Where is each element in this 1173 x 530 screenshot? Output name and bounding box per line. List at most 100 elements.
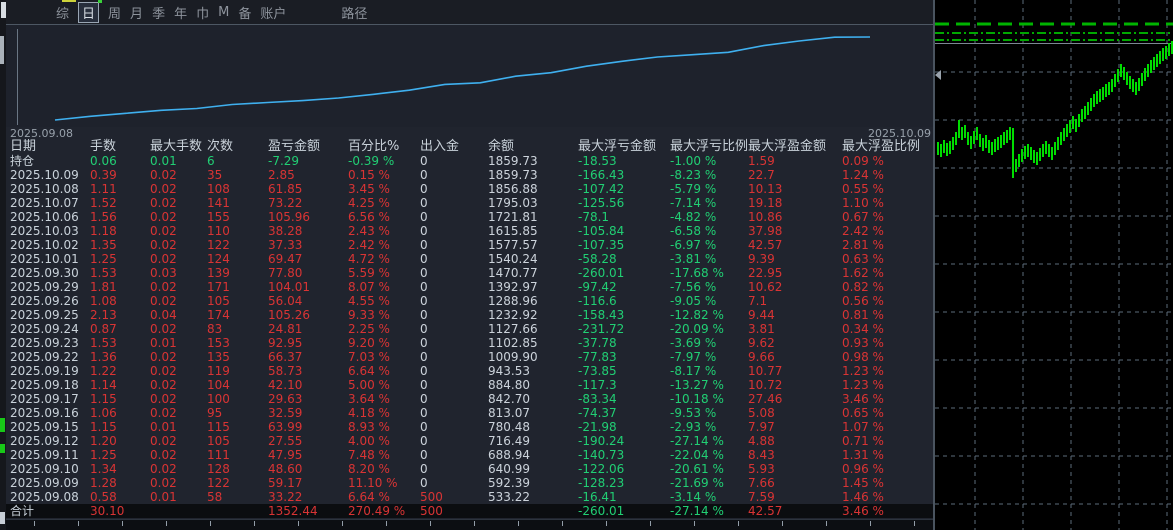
table-row[interactable]: 2025.09.16 1.06 0.02 95 32.59 4.18 % 0 813.07 -7… bbox=[6, 406, 933, 420]
cell: 3.46 % bbox=[842, 392, 884, 406]
cell: 0 bbox=[420, 154, 428, 168]
menu-item-10[interactable]: 路径 bbox=[341, 6, 368, 22]
cell: 0.02 bbox=[150, 364, 177, 378]
table-row[interactable]: 2025.09.11 1.25 0.02 111 47.95 7.48 % 0 688.94 -… bbox=[6, 448, 933, 462]
table-row[interactable]: 2025.10.07 1.52 0.02 141 73.22 4.25 % 0 1795.03… bbox=[6, 196, 933, 210]
cell: 2025.09.16 bbox=[10, 406, 79, 420]
cell: 1.35 bbox=[90, 238, 117, 252]
table-row[interactable]: 2025.09.09 1.28 0.02 122 59.17 11.10 % 0 592.39… bbox=[6, 476, 933, 490]
cell: 0 bbox=[420, 322, 428, 336]
table-row[interactable]: 2025.10.02 1.35 0.02 122 37.33 2.42 % 0 1577.57… bbox=[6, 238, 933, 252]
cell: 0.01 bbox=[150, 336, 177, 350]
cell: 4.18 % bbox=[348, 406, 390, 420]
table-row[interactable]: 2025.09.29 1.81 0.02 171 104.01 8.07 % 0 1392.9… bbox=[6, 280, 933, 294]
cell: 0.58 bbox=[90, 490, 117, 504]
menu-item-7[interactable]: M bbox=[218, 4, 230, 20]
cell: 153 bbox=[207, 336, 230, 350]
table-row[interactable]: 2025.10.08 1.11 0.02 108 61.85 3.45 % 0 1856.88… bbox=[6, 182, 933, 196]
table-row-position[interactable]: 持仓 0.06 0.01 6 -7.29 -0.39 % 0 1859.73 -18.53 -1.… bbox=[6, 154, 933, 168]
table-row[interactable]: 2025.10.03 1.18 0.02 110 38.28 2.43 % 0 1615.85… bbox=[6, 224, 933, 238]
column-header: 最大手数 bbox=[150, 139, 203, 154]
cell: 32.59 bbox=[268, 406, 303, 420]
table-row[interactable]: 2025.09.23 1.53 0.01 153 92.95 9.20 % 0 1102.85… bbox=[6, 336, 933, 350]
cell: 24.81 bbox=[268, 322, 303, 336]
table-row[interactable]: 2025.09.25 2.13 0.04 174 105.26 9.33 % 0 1232.9… bbox=[6, 308, 933, 322]
cell: 2025.09.15 bbox=[10, 420, 79, 434]
bottom-ruler bbox=[6, 519, 933, 530]
cell: 0.82 % bbox=[842, 280, 884, 294]
table-row[interactable]: 2025.09.17 1.15 0.02 100 29.63 3.64 % 0 842.70 -… bbox=[6, 392, 933, 406]
cell: 0.02 bbox=[150, 280, 177, 294]
cell: 0 bbox=[420, 168, 428, 182]
cell: 2025.10.08 bbox=[10, 182, 79, 196]
cell: 119 bbox=[207, 364, 230, 378]
cell: 30.10 bbox=[90, 504, 125, 518]
cell: 135 bbox=[207, 350, 230, 364]
background-window-edge bbox=[0, 0, 6, 530]
table-row[interactable]: 2025.09.15 1.15 0.01 115 63.99 8.93 % 0 780.48 -… bbox=[6, 420, 933, 434]
menu-item-0[interactable]: 综 bbox=[56, 6, 70, 22]
cell: 2025.09.23 bbox=[10, 336, 79, 350]
cell: 5.08 bbox=[748, 406, 775, 420]
table-row[interactable]: 2025.09.24 0.87 0.02 83 24.81 2.25 % 0 1127.66 -… bbox=[6, 322, 933, 336]
cell: -6.97 % bbox=[670, 238, 717, 252]
cell: -74.37 bbox=[578, 406, 617, 420]
menu-item-8[interactable]: 备 bbox=[238, 6, 252, 22]
cell: 0 bbox=[420, 364, 428, 378]
cell: -9.05 % bbox=[670, 294, 717, 308]
cell: 533.22 bbox=[488, 490, 530, 504]
cell: -3.69 % bbox=[670, 336, 717, 350]
cell: 0 bbox=[420, 308, 428, 322]
cell: 83 bbox=[207, 322, 223, 336]
menu-item-1[interactable]: 日 bbox=[78, 1, 100, 23]
cell: -7.14 % bbox=[670, 196, 717, 210]
table-row[interactable]: 2025.10.01 1.25 0.02 124 69.47 4.72 % 0 1540.24… bbox=[6, 252, 933, 266]
cell: -6.58 % bbox=[670, 224, 717, 238]
cell: -140.73 bbox=[578, 448, 625, 462]
table-row[interactable]: 2025.09.08 0.58 0.01 58 33.22 6.64 % 500 533.22… bbox=[6, 490, 933, 504]
cell: 0 bbox=[420, 224, 428, 238]
cell: 9.33 % bbox=[348, 308, 390, 322]
table-row[interactable]: 2025.09.18 1.14 0.02 104 42.10 5.00 % 0 884.80 -… bbox=[6, 378, 933, 392]
kline-chart[interactable] bbox=[933, 0, 1173, 530]
cell: 1.11 bbox=[90, 182, 117, 196]
cell: 1102.85 bbox=[488, 336, 538, 350]
table-row[interactable]: 2025.09.10 1.34 0.02 128 48.60 8.20 % 0 640.99 -… bbox=[6, 462, 933, 476]
menu-item-3[interactable]: 月 bbox=[130, 6, 144, 22]
table-row[interactable]: 2025.09.30 1.53 0.03 139 77.80 5.59 % 0 1470.77… bbox=[6, 266, 933, 280]
cell: 63.99 bbox=[268, 420, 303, 434]
table-row[interactable]: 2025.10.09 0.39 0.02 35 2.85 0.15 % 0 1859.73 -1… bbox=[6, 168, 933, 182]
cell: 1577.57 bbox=[488, 238, 538, 252]
table-row-total[interactable]: 合计 30.10 1352.44 270.49 % 500 -260.01 -27.14 %… bbox=[6, 504, 933, 518]
menu-item-5[interactable]: 年 bbox=[174, 6, 188, 22]
cell: 9.39 bbox=[748, 252, 775, 266]
cell: 842.70 bbox=[488, 392, 530, 406]
cell: 95 bbox=[207, 406, 223, 420]
table-row[interactable]: 2025.10.06 1.56 0.02 155 105.96 6.56 % 0 1721.8… bbox=[6, 210, 933, 224]
table-row[interactable]: 2025.09.19 1.22 0.02 119 58.73 6.64 % 0 943.53 -… bbox=[6, 364, 933, 378]
cell: -21.69 % bbox=[670, 476, 724, 490]
menu-item-2[interactable]: 周 bbox=[108, 6, 122, 22]
cell: 1615.85 bbox=[488, 224, 538, 238]
cell: -1.00 % bbox=[670, 154, 717, 168]
cell: 0 bbox=[420, 476, 428, 490]
cell: 115 bbox=[207, 420, 230, 434]
cell: 8.43 bbox=[748, 448, 775, 462]
cell: 105 bbox=[207, 434, 230, 448]
cell: 0.96 % bbox=[842, 462, 884, 476]
table-row[interactable]: 2025.09.26 1.08 0.02 105 56.04 4.55 % 0 1288.96… bbox=[6, 294, 933, 308]
equity-chart[interactable] bbox=[6, 24, 933, 127]
table-row[interactable]: 2025.09.12 1.20 0.02 105 27.55 4.00 % 0 716.49 -… bbox=[6, 434, 933, 448]
cell: 0.02 bbox=[150, 238, 177, 252]
daily-stats-table: 日期 手数 最大手数 次数 盈亏金额 百分比% 出入金 余额 最大浮亏金额 最大浮亏比例 最大浮盈金… bbox=[6, 140, 933, 518]
cell: 2.81 % bbox=[842, 238, 884, 252]
edge-fragment bbox=[0, 512, 5, 524]
column-header: 盈亏金额 bbox=[268, 139, 321, 154]
cell: -5.79 % bbox=[670, 182, 717, 196]
table-row[interactable]: 2025.09.22 1.36 0.02 135 66.37 7.03 % 0 1009.90… bbox=[6, 350, 933, 364]
menu-item-6[interactable]: 巾 bbox=[196, 6, 210, 22]
menu-item-9[interactable]: 账户 bbox=[260, 6, 287, 22]
menu-item-4[interactable]: 季 bbox=[152, 6, 166, 22]
cell: 2025.09.29 bbox=[10, 280, 79, 294]
cell: 0.02 bbox=[150, 252, 177, 266]
